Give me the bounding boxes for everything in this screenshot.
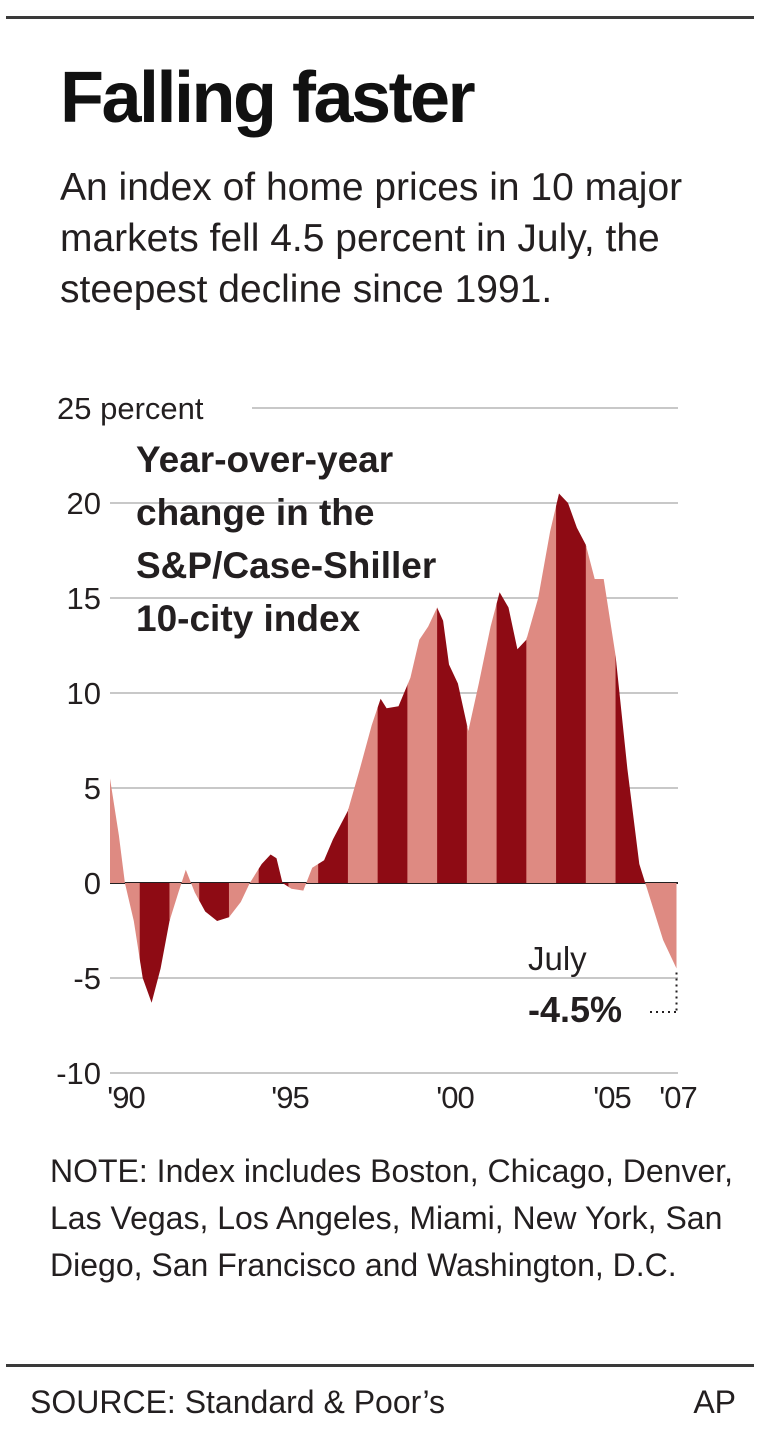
area-band <box>496 493 527 1003</box>
source-credit: SOURCE: Standard & Poor’s <box>30 1384 445 1420</box>
chart-note: NOTE: Index includes Boston, Chicago, De… <box>50 1153 734 1283</box>
x-tick-label: '95 <box>271 1080 308 1115</box>
inner-title-line: 10-city index <box>136 598 361 639</box>
chart-title: Falling faster <box>60 58 476 138</box>
y-axis-ticks: 25 percent 20 15 10 5 0 -5 -10 <box>56 391 204 1091</box>
x-tick-label: '90 <box>107 1080 145 1115</box>
area-band <box>466 493 498 1003</box>
chart-inner-title: Year-over-year change in the S&P/Case-Shil… <box>136 439 436 639</box>
y-tick-label: 5 <box>84 771 101 806</box>
july-annotation: July -4.5% <box>528 940 678 1030</box>
annotation-label: July <box>528 940 587 977</box>
inner-title-line: S&P/Case-Shiller <box>136 545 436 586</box>
x-tick-label: '00 <box>436 1080 474 1115</box>
inner-title-line: Year-over-year <box>136 439 393 480</box>
y-tick-label: 20 <box>67 486 101 521</box>
area-band <box>377 493 408 1003</box>
bottom-rule <box>6 1364 754 1367</box>
x-tick-label: '07 <box>659 1080 696 1115</box>
y-tick-label: -10 <box>56 1056 101 1091</box>
inner-title-line: change in the <box>136 492 374 533</box>
agency-credit: AP <box>693 1384 736 1420</box>
area-band <box>407 493 438 1003</box>
top-rule <box>6 16 754 19</box>
y-tick-label: 0 <box>84 866 101 901</box>
chart-subtitle: An index of home prices in 10 major mark… <box>60 166 683 311</box>
y-tick-label: 15 <box>67 581 101 616</box>
y-tick-label: -5 <box>73 961 101 996</box>
annotation-value: -4.5% <box>528 989 622 1030</box>
area-band <box>645 493 677 1003</box>
x-axis-ticks: '90 '95 '00 '05 '07 <box>107 1080 697 1115</box>
y-tick-label: 10 <box>67 676 101 711</box>
y-tick-label: 25 percent <box>57 391 204 426</box>
x-tick-label: '05 <box>593 1080 630 1115</box>
area-band <box>437 493 468 1003</box>
